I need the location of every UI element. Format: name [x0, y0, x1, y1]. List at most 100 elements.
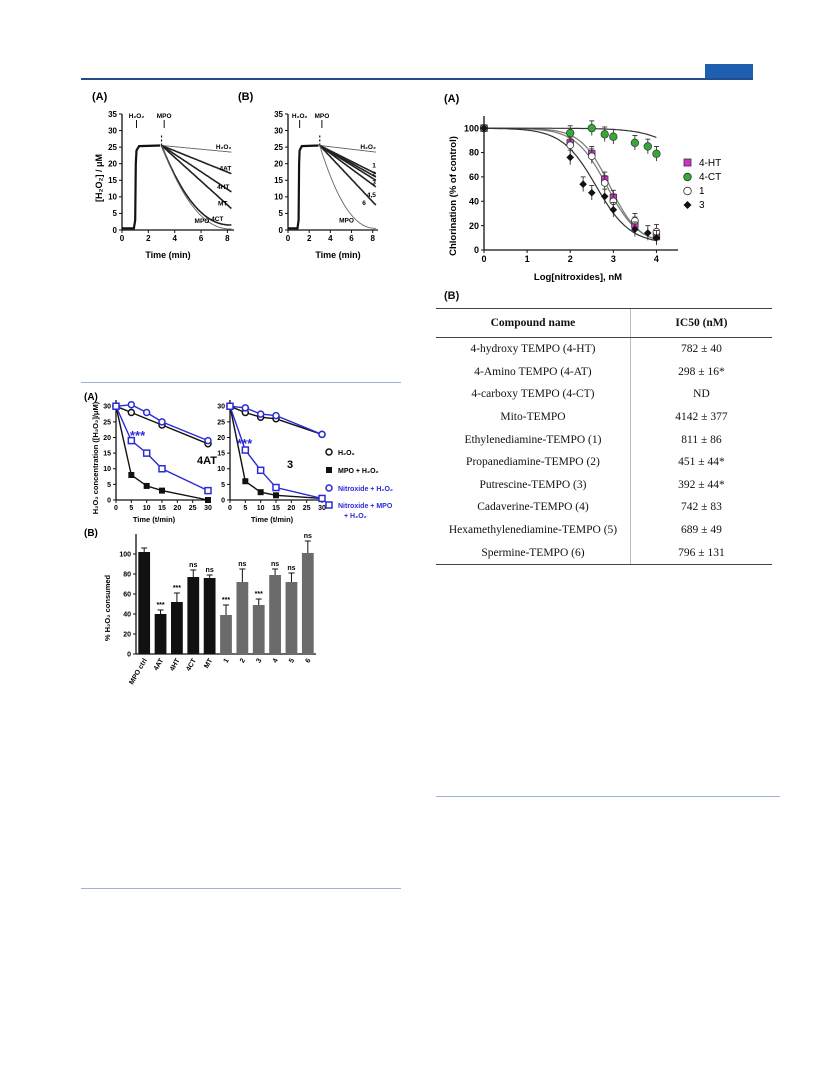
legend-label-4ct: 4-CT	[699, 172, 721, 183]
bar-category-label: 5	[288, 657, 296, 664]
bar-category-label: 4	[272, 657, 280, 664]
x-tick-label: 0	[120, 234, 125, 243]
fig2-a-left-tag: 4AT	[197, 455, 217, 467]
trace-label: MPO	[339, 217, 354, 224]
legend-marker-1	[683, 186, 692, 196]
bar-category-label: 1	[223, 657, 231, 664]
y-tick-label: 15	[108, 176, 117, 185]
legend-marker-4ct	[683, 172, 692, 182]
data-point-3	[579, 180, 587, 189]
y-tick-label: 0	[127, 652, 131, 659]
data-point-4ct	[643, 142, 652, 151]
y-tick-label: 30	[217, 404, 225, 411]
trace-label: 4HT	[217, 184, 229, 191]
bar	[285, 582, 298, 654]
y-tick-label: 25	[103, 419, 111, 426]
trace-label: MT	[218, 200, 227, 207]
data-point-4ct	[587, 124, 596, 133]
significance-label: ***	[222, 597, 230, 604]
y-tick-label: 100	[464, 123, 479, 133]
table-row: Spermine-TEMPO (6) 796 ± 131	[436, 541, 772, 565]
table-row: Ethylenediamine-TEMPO (1) 811 ± 86	[436, 428, 772, 451]
legend-label-mpo: MPO + H₂O₂	[338, 468, 379, 475]
significance-label: ns	[238, 561, 246, 568]
compound-cell: Mito-TEMPO	[500, 411, 566, 424]
data-point	[204, 486, 212, 495]
y-tick-label: 35	[108, 110, 117, 119]
ic50-cell: 742 ± 83	[629, 496, 772, 519]
data-point-4ct	[600, 130, 609, 139]
data-point-3	[587, 188, 596, 197]
x-tick-label: 6	[349, 234, 354, 243]
data-point	[112, 402, 120, 410]
compound-cell: 4-Amino TEMPO (4-AT)	[474, 365, 592, 378]
x-tick-label: 0	[286, 234, 291, 243]
data-point	[256, 466, 265, 475]
x-tick-label: 5	[129, 505, 133, 512]
header-accent-box	[705, 64, 753, 78]
y-tick-label: 5	[113, 209, 118, 218]
series-line-0	[115, 405, 209, 445]
significance-label: ***	[173, 585, 181, 592]
trace-label: 1	[372, 163, 376, 170]
figure-1: (A) (B) 0 2 4 6 805101520253035H₂O₂4AT4HTMT4…	[92, 91, 378, 260]
baseline-trace	[122, 144, 161, 230]
data-point-3	[644, 229, 652, 237]
ic50-cell: 451 ± 44*	[629, 450, 772, 474]
compound-cell: Spermine-TEMPO (6)	[436, 541, 631, 565]
trace-2	[161, 144, 232, 193]
column-header-ic50: IC50 (nM)	[629, 308, 772, 338]
x-tick-label: 2	[568, 254, 573, 264]
x-tick-label: 0	[228, 505, 232, 512]
y-tick-label: 5	[279, 209, 284, 218]
bar-category-label: MT	[203, 657, 214, 670]
fig3-panel-a-label: (A)	[444, 93, 460, 105]
x-tick-label: 4	[654, 254, 659, 264]
compound-cell: Ethylenediamine-TEMPO (1)	[464, 433, 602, 446]
ic50-cell: 782 ± 40	[629, 337, 772, 361]
data-point	[241, 404, 250, 412]
y-tick-label: 0	[113, 226, 118, 235]
fig2-a-right-tag: 3	[287, 459, 293, 471]
data-point	[127, 400, 136, 409]
table-row: 4-hydroxy TEMPO (4-HT) 782 ± 40	[436, 337, 772, 361]
ic50-cell: 298 ± 16*	[629, 360, 772, 384]
data-point	[241, 446, 250, 454]
legend-marker-nitroxide	[325, 484, 333, 492]
x-tick-label: 25	[303, 505, 311, 512]
x-tick-label: 20	[287, 505, 295, 512]
y-tick-label: 30	[103, 404, 111, 411]
trace-label: H₂O₂	[216, 144, 232, 151]
x-tick-label: 3	[611, 254, 616, 264]
y-tick-label: 100	[119, 552, 131, 559]
x-tick-label: 10	[143, 505, 151, 512]
data-point	[159, 487, 165, 494]
baseline-trace	[288, 144, 319, 230]
data-point-3	[609, 206, 618, 214]
bar	[187, 577, 200, 654]
fig1-a-x-label: Time (min)	[145, 250, 190, 260]
y-tick-label: 30	[274, 126, 283, 135]
significance-label: ***	[255, 591, 263, 598]
y-tick-label: 40	[123, 612, 131, 619]
x-tick-label: 8	[225, 234, 230, 243]
fig2-a-right-plot: 0 5 10 15 20 25 30 0 5 10 15 20 25 30	[217, 400, 326, 512]
data-point-3	[652, 234, 661, 242]
y-tick-label: 20	[108, 160, 117, 169]
y-tick-label: 20	[123, 632, 131, 639]
legend-marker-h2o2	[325, 448, 333, 456]
compound-cell: Cadaverine-TEMPO (4)	[477, 501, 589, 514]
x-tick-label: 20	[173, 505, 181, 512]
data-point	[142, 449, 151, 457]
data-point	[318, 430, 326, 439]
x-tick-label: 6	[199, 234, 204, 243]
ic50-cell: 796 ± 131	[629, 541, 772, 565]
fig2-a-legend: H₂O₂ MPO + H₂O₂ Nitroxide + H₂O₂ Nitroxi…	[325, 448, 393, 520]
y-tick-label: 25	[217, 419, 225, 426]
compound-cell: Hexamethylenediamine-TEMPO (5)	[448, 524, 618, 537]
y-tick-label: 5	[221, 482, 225, 489]
x-tick-label: 15	[158, 505, 166, 512]
bar	[138, 552, 151, 654]
y-tick-label: 0	[221, 497, 225, 504]
x-tick-label: 2	[146, 234, 151, 243]
